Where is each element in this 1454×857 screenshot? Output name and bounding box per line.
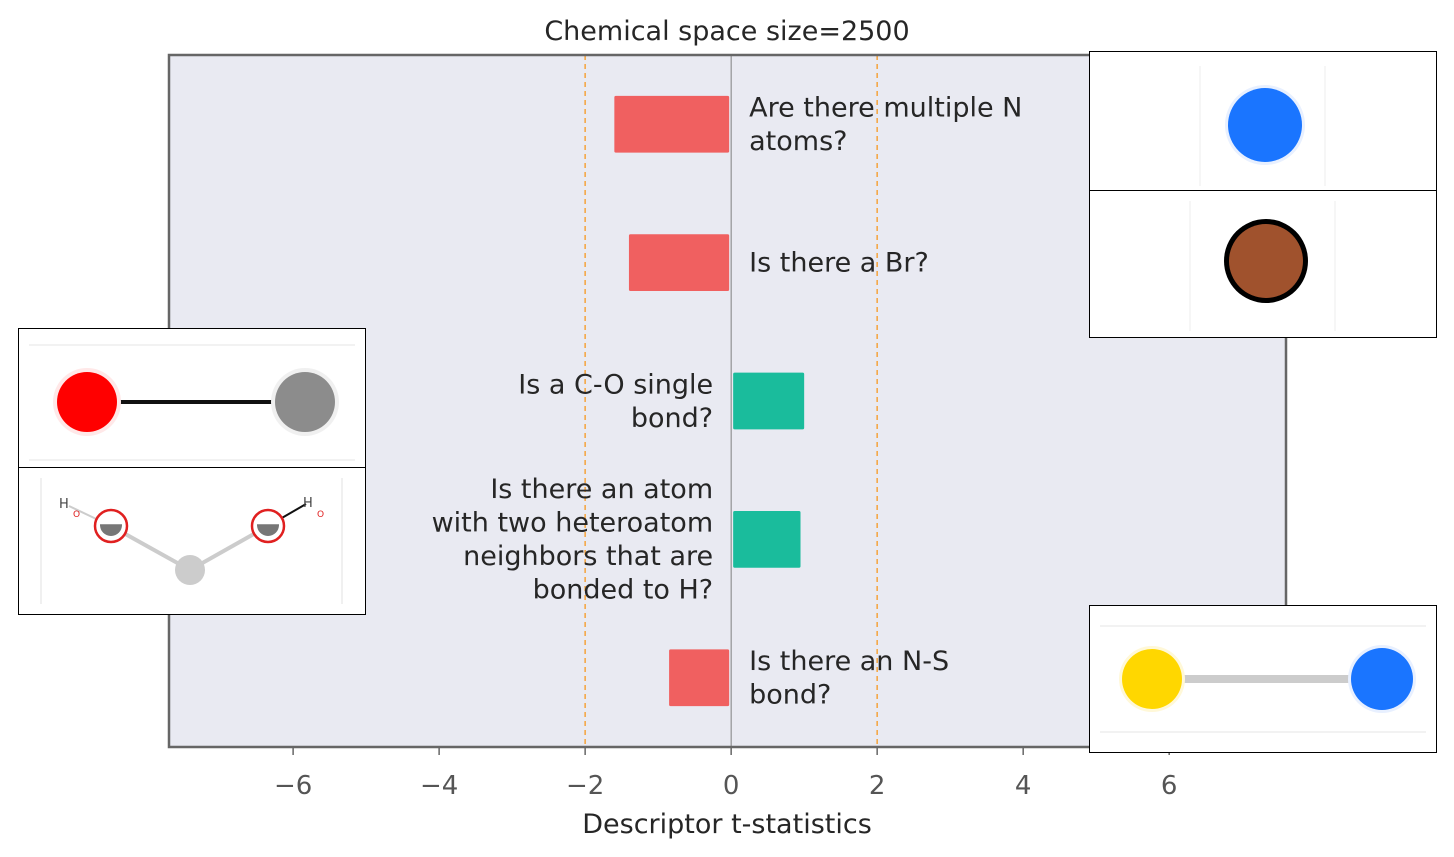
bar-label: Is there an atom with two heteroatom neigh…: [432, 474, 714, 606]
bar: [628, 234, 730, 291]
bar: [614, 95, 730, 153]
bar: [733, 372, 805, 430]
hetero-neighbor-inset: H O H O: [18, 467, 366, 615]
x-tick-label: 6: [1161, 771, 1178, 801]
sulfur-atom-icon: [1122, 649, 1182, 709]
x-axis-label: Descriptor t-statistics: [582, 809, 872, 840]
oxygen-label-right: O: [317, 510, 324, 520]
n-s-bond-inset: [1089, 605, 1437, 753]
c-o-bond-inset: [18, 328, 366, 468]
x-tick-label: −6: [274, 771, 312, 801]
nitrogen-atom-icon: [1351, 648, 1413, 710]
x-tick-label: 2: [869, 771, 886, 801]
bar: [669, 649, 730, 707]
x-tick-label: −4: [420, 771, 458, 801]
chart-title: Chemical space size=2500: [544, 16, 909, 47]
bar-label: Is there an N-S bond?: [749, 646, 949, 711]
hydrogen-label-right: H: [303, 496, 313, 511]
nitrogen-atom-inset: [1089, 51, 1437, 191]
carbon-atom-icon: [175, 555, 205, 585]
bromine-atom-inset: [1089, 190, 1437, 338]
bar-label: Is a C-O single bond?: [518, 369, 713, 434]
hydrogen-label-left: H: [59, 497, 69, 512]
bar: [733, 511, 801, 568]
x-tick-label: 4: [1015, 771, 1032, 801]
oxygen-label-left: O: [73, 510, 80, 520]
x-tick-label: 0: [723, 771, 740, 801]
x-tick-label: −2: [566, 771, 604, 801]
oxygen-atom-icon: [57, 372, 117, 432]
bar-label: Is there a Br?: [749, 248, 929, 279]
carbon-atom-icon: [275, 372, 335, 432]
x-axis: −6 −4 −2 0 2 4 6: [274, 747, 1178, 801]
